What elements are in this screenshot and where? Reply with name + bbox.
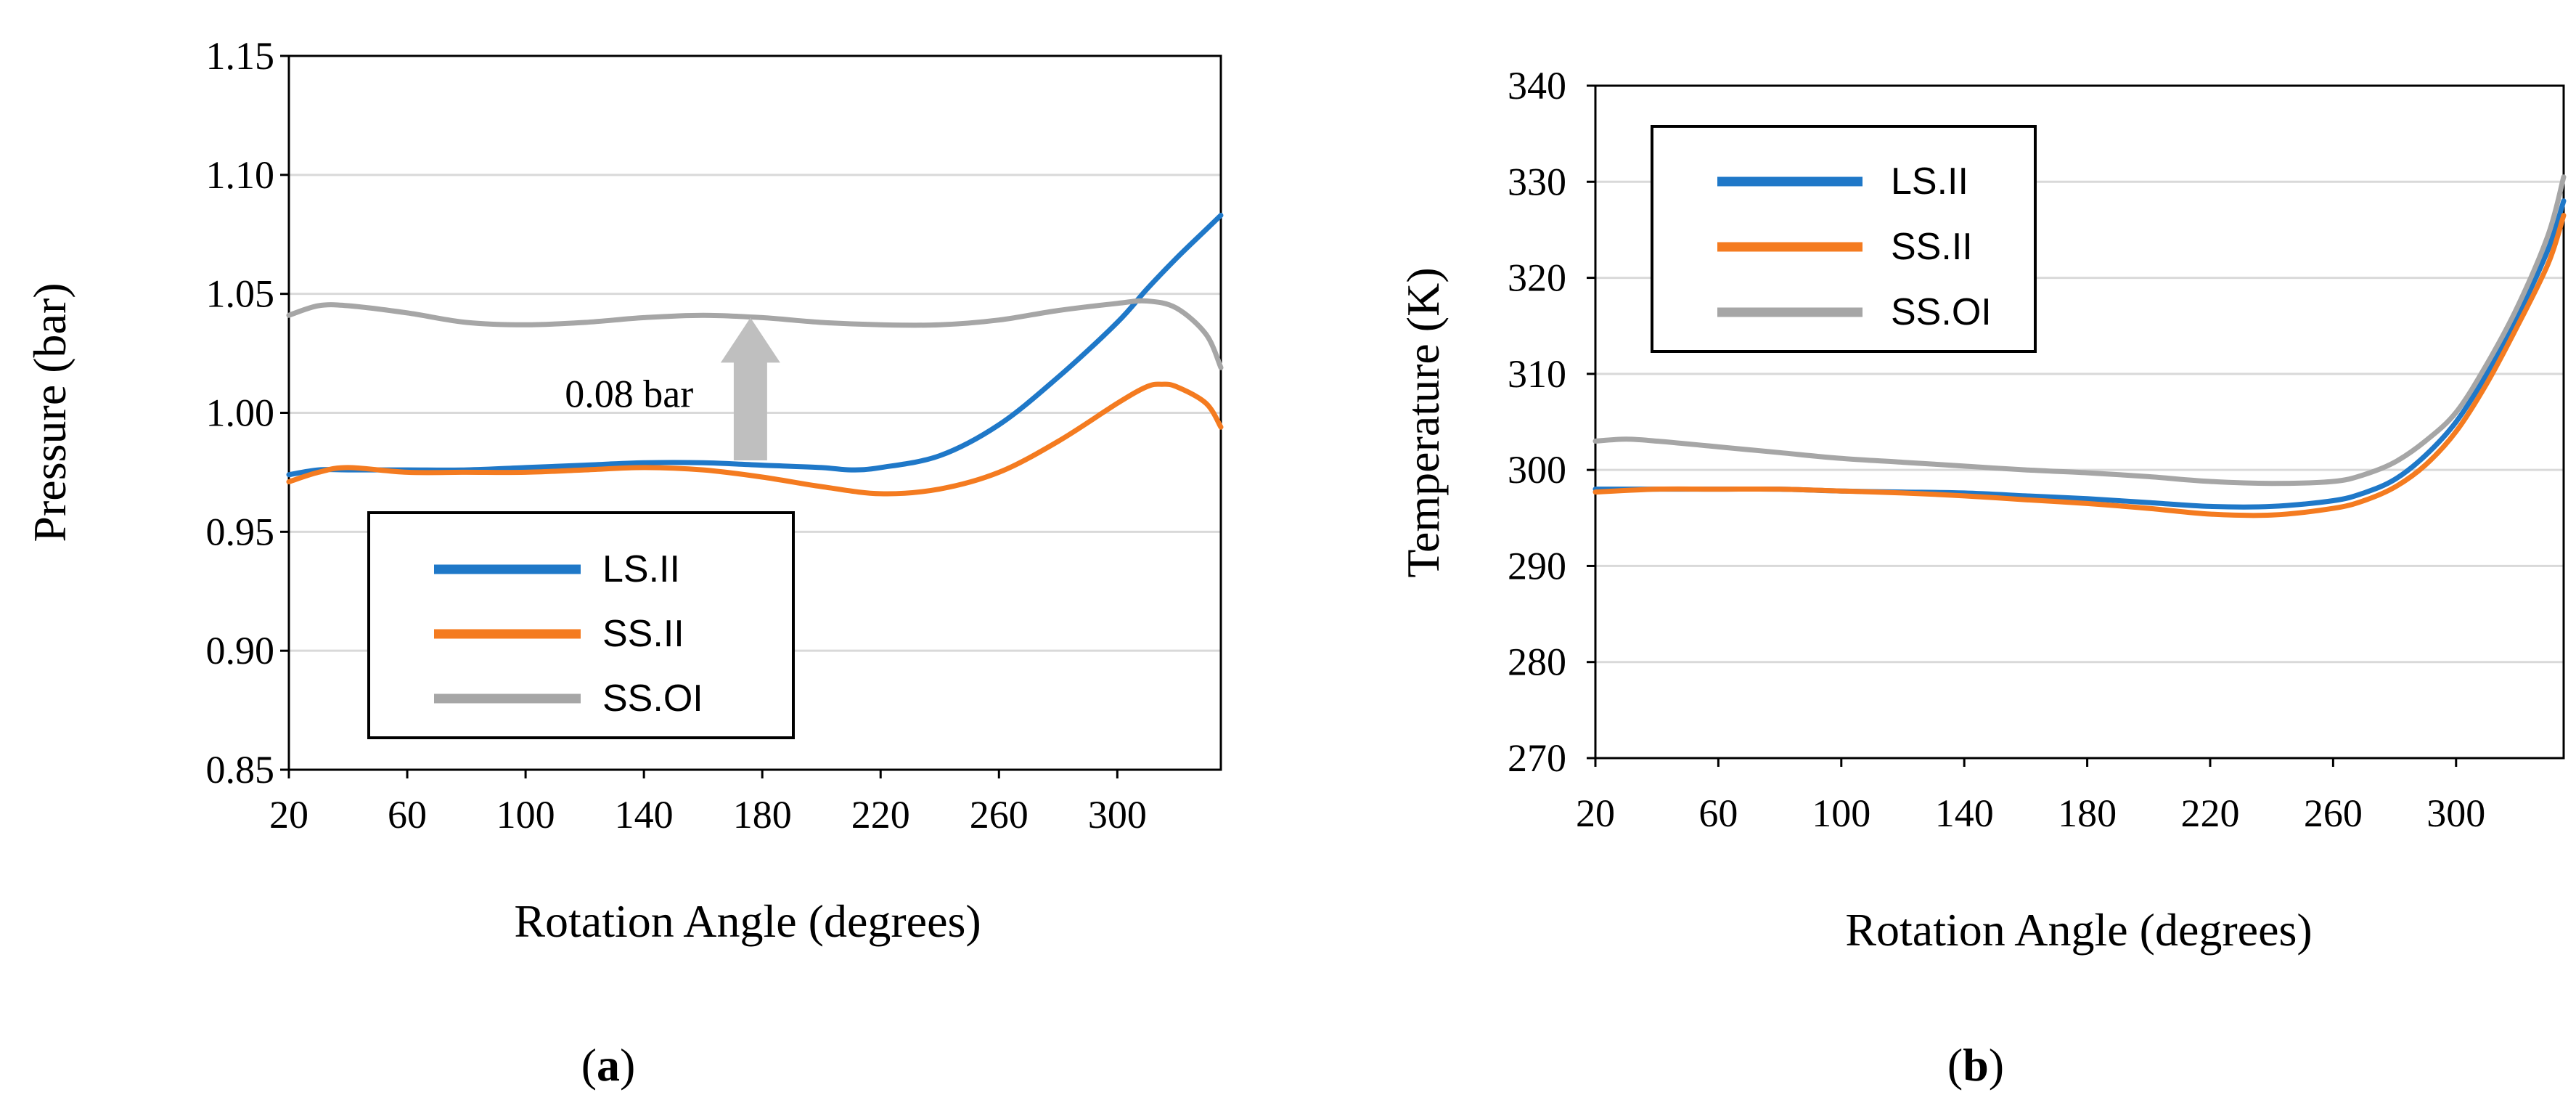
series-lines xyxy=(286,213,1224,497)
legend-label: SS.II xyxy=(1891,226,1973,268)
panel-label-letter: a xyxy=(597,1039,620,1091)
y-tick-label: 310 xyxy=(1508,352,1566,396)
x-axis-label: Rotation Angle (degrees) xyxy=(1845,904,2312,956)
y-tick-label: 1.00 xyxy=(206,391,275,435)
panel-label-close-paren: ) xyxy=(620,1039,635,1091)
y-tick-label: 330 xyxy=(1508,160,1566,203)
x-tick-label: 300 xyxy=(1088,793,1147,837)
panel-label: (b) xyxy=(1947,1039,2004,1091)
x-tick-label: 220 xyxy=(2180,792,2239,835)
y-tick-label: 0.85 xyxy=(206,748,275,792)
y-axis: 0.85 0.90 0.95 1.00 1.05 1.10 1.15 xyxy=(206,34,289,792)
plot-frame xyxy=(1594,84,2565,760)
y-tick-label: 340 xyxy=(1508,64,1566,107)
series-line-ss-ii xyxy=(1592,213,2567,518)
x-tick-label: 220 xyxy=(851,793,910,837)
legend-label: SS.OI xyxy=(1891,291,1992,333)
y-tick-label: 280 xyxy=(1508,640,1566,684)
y-tick-label: 0.95 xyxy=(206,510,275,553)
temperature-chart-panel-b: 270 280 290 300 310 320 330 340 20 60 100 140 180 220… xyxy=(1397,64,2567,1091)
y-tick-label: 290 xyxy=(1508,544,1566,587)
x-tick-label: 20 xyxy=(269,793,308,837)
x-tick-label: 260 xyxy=(970,793,1029,837)
x-tick-label: 100 xyxy=(1812,792,1870,835)
x-tick-label: 60 xyxy=(388,793,427,837)
legend-label: LS.II xyxy=(602,548,680,590)
pressure-chart-panel-a: 0.85 0.90 0.95 1.00 1.05 1.10 1.15 20 60 100 140 18… xyxy=(24,34,1224,1091)
x-tick-label: 180 xyxy=(2058,792,2117,835)
y-tick-label: 1.15 xyxy=(206,34,275,78)
x-tick-label: 180 xyxy=(733,793,792,837)
x-axis: 20 60 100 140 180 220 260 300 xyxy=(269,770,1147,837)
series-line-ss-oi xyxy=(286,298,1224,370)
legend-label: SS.OI xyxy=(602,677,703,720)
y-tick-label: 1.10 xyxy=(206,153,275,197)
x-tick-label: 140 xyxy=(615,793,674,837)
x-tick-label: 140 xyxy=(1935,792,1994,835)
series-line-ls-ii xyxy=(286,213,1224,478)
series-lines xyxy=(1592,174,2567,518)
x-tick-label: 100 xyxy=(496,793,555,837)
legend: LS.II SS.II SS.OI xyxy=(367,511,795,739)
annotation: 0.08 bar xyxy=(565,317,780,461)
legend-label: LS.II xyxy=(1891,160,1968,203)
x-tick-label: 60 xyxy=(1698,792,1738,835)
x-axis-label: Rotation Angle (degrees) xyxy=(514,895,981,947)
y-tick-label: 270 xyxy=(1508,736,1566,780)
legend-label: SS.II xyxy=(602,613,684,655)
series-line-ss-oi xyxy=(1592,174,2567,487)
panel-label-close-paren: ) xyxy=(1989,1039,2004,1091)
panel-label-letter: b xyxy=(1963,1039,1989,1091)
up-arrow-icon xyxy=(720,317,780,461)
series-line-ss-ii xyxy=(286,381,1224,497)
y-axis: 270 280 290 300 310 320 330 340 xyxy=(1508,64,1595,780)
x-tick-label: 260 xyxy=(2304,792,2363,835)
x-tick-label: 20 xyxy=(1576,792,1615,835)
panel-label-open-paren: ( xyxy=(1947,1039,1963,1091)
legend: LS.II SS.II SS.OI xyxy=(1651,125,2037,353)
x-tick-label: 300 xyxy=(2426,792,2485,835)
panel-label-open-paren: ( xyxy=(581,1039,597,1091)
y-tick-label: 1.05 xyxy=(206,272,275,316)
y-tick-label: 300 xyxy=(1508,448,1566,492)
annotation-text: 0.08 bar xyxy=(565,372,693,415)
panel-label: (a) xyxy=(581,1039,636,1091)
y-axis-label: Temperature (K) xyxy=(1397,267,1449,577)
y-axis-label: Pressure (bar) xyxy=(24,282,75,542)
y-tick-label: 0.90 xyxy=(206,629,275,672)
x-axis: 20 60 100 140 180 220 260 300 xyxy=(1576,758,2485,835)
legend-box xyxy=(367,511,795,739)
y-tick-label: 320 xyxy=(1508,256,1566,300)
